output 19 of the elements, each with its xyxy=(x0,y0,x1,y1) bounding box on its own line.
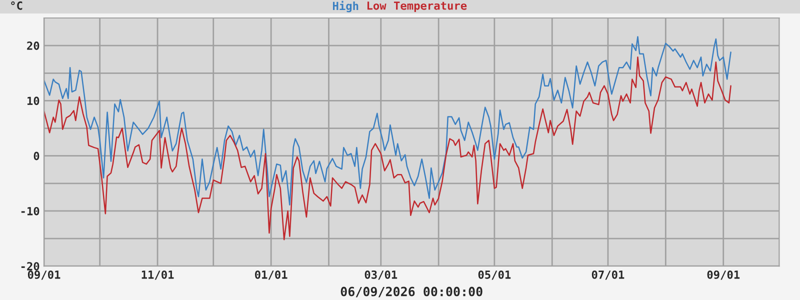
y-tick-label: 0 xyxy=(34,152,40,160)
line-series xyxy=(44,56,732,240)
x-tick-label: 01/01 xyxy=(255,270,288,280)
x-tick-label: 09/01 xyxy=(28,270,60,280)
y-tick-label: 20 xyxy=(27,42,40,50)
y-axis-title: °C xyxy=(11,1,22,10)
x-tick-label: 03/01 xyxy=(364,270,398,280)
x-tick-label: 07/01 xyxy=(592,270,624,280)
y-tick-label: -20 xyxy=(21,262,40,270)
chart-title: Temperature xyxy=(394,2,467,12)
text: Low xyxy=(367,2,386,10)
x-tick-label: 09/01 xyxy=(707,270,740,280)
x-tick-label: 11/01 xyxy=(142,270,174,280)
y-tick-label: 10 xyxy=(27,96,40,106)
x-tick-label: 05/01 xyxy=(478,270,511,280)
y-tick-label: -10 xyxy=(21,206,40,216)
text: High xyxy=(332,0,358,12)
line-series xyxy=(44,36,732,206)
x-axis-title: 06/09/2026 00:00:00 xyxy=(340,286,482,298)
